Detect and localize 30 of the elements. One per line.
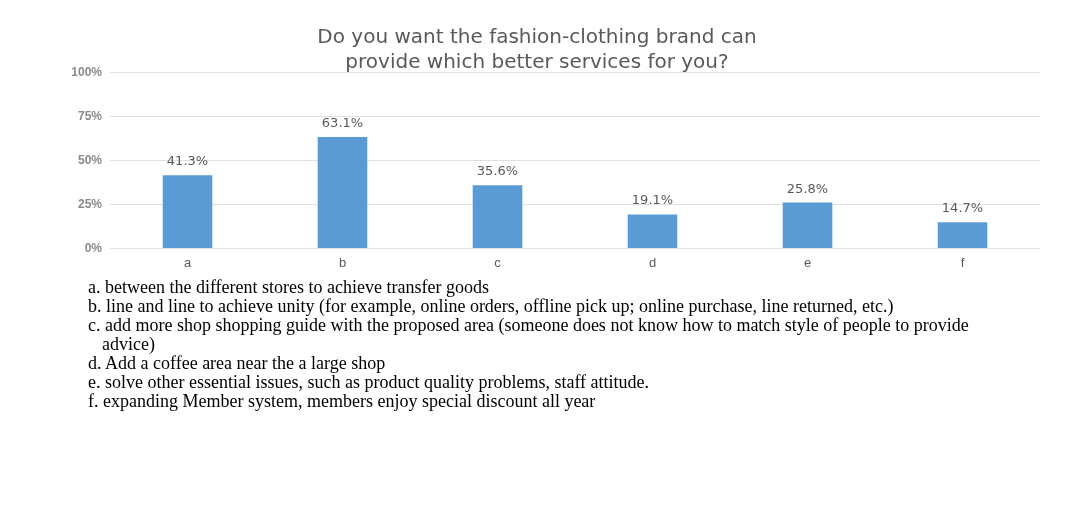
- x-tick-label: d: [648, 255, 657, 270]
- bar: [162, 175, 213, 248]
- y-tick-label: 100%: [71, 65, 103, 79]
- x-tick-label: a: [183, 255, 192, 270]
- bar: [317, 136, 368, 248]
- bar: [627, 214, 678, 248]
- data-label: 41.3%: [166, 153, 209, 169]
- text: d. Add a coffee area near the a large shop: [88, 353, 387, 373]
- x-tick-label: f: [960, 255, 965, 270]
- text: a. between the different stores to achieve transfer goods: [88, 277, 490, 297]
- text: f. expanding Member system, members enjoy special discount all year: [88, 391, 597, 411]
- data-label: 19.1%: [631, 192, 674, 208]
- data-label: 25.8%: [786, 180, 829, 196]
- x-tick-label: b: [338, 255, 347, 270]
- x-tick-label: e: [803, 255, 812, 270]
- bar: [937, 222, 988, 248]
- data-label: 35.6%: [476, 163, 519, 179]
- y-tick-label: 25%: [77, 197, 103, 211]
- y-tick-label: 0%: [84, 241, 103, 255]
- y-tick-label: 75%: [77, 109, 103, 123]
- x-tick-label: c: [494, 255, 502, 270]
- bar: [782, 202, 833, 248]
- text: e. solve other essential issues, such as product quality problems, staff attitude.: [88, 372, 651, 392]
- text: b. line and line to achieve unity (for example, online orders, offline pick up; online purchase, line returned, etc.): [88, 296, 895, 316]
- bar: [472, 185, 523, 248]
- text: c. add more shop shopping guide with the proposed area (someone does not know how to match style of people to provide advice): [88, 315, 970, 354]
- chart-title: Do you want the fashion-clothing brand can provide which better services for you?: [317, 23, 757, 73]
- y-tick-label: 50%: [77, 153, 103, 167]
- data-label: 63.1%: [321, 114, 364, 130]
- data-label: 14.7%: [941, 200, 984, 216]
